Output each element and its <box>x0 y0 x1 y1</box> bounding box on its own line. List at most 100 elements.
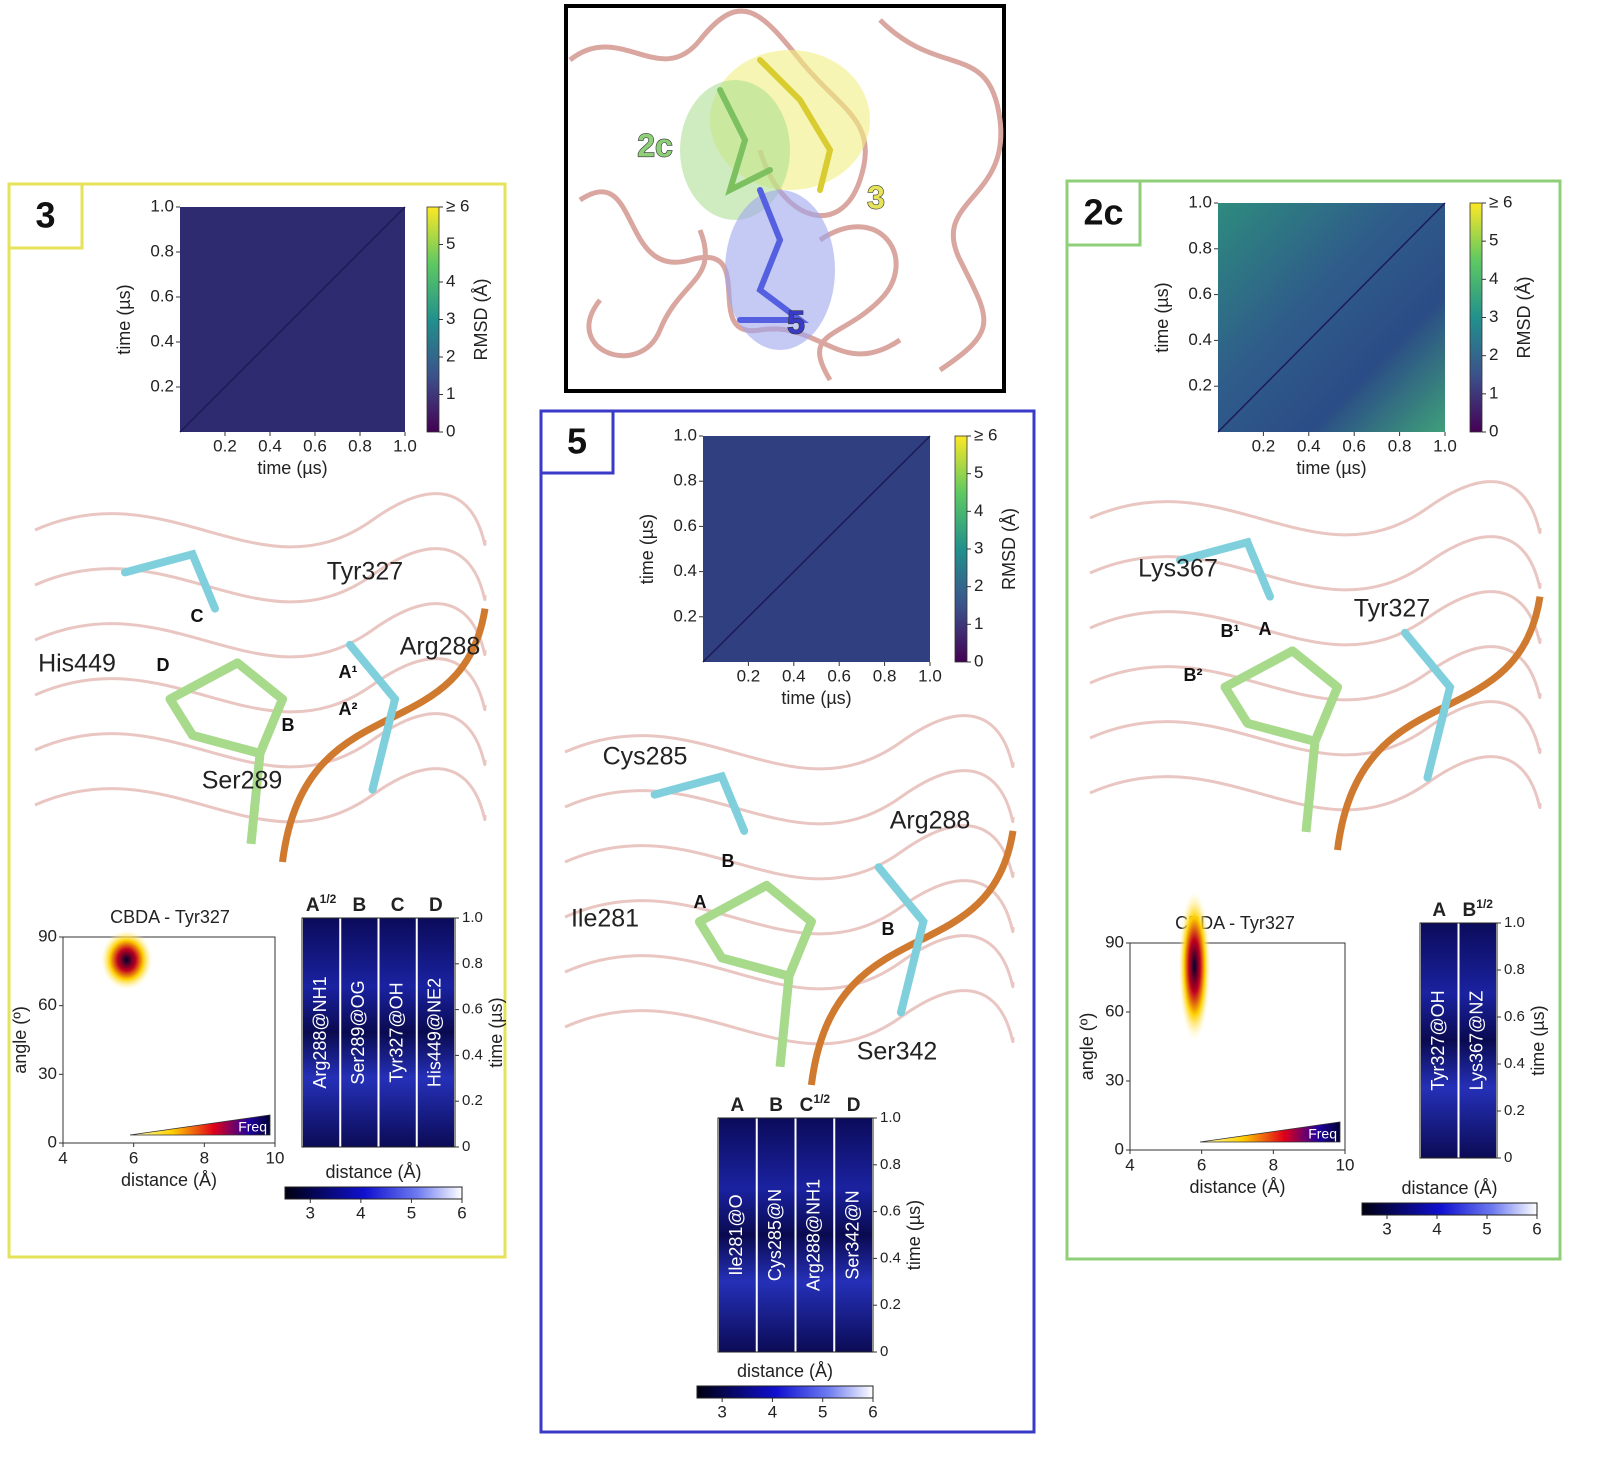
y-axis-label: angle (º) <box>10 1006 30 1074</box>
x-tick-label: 10 <box>266 1148 285 1167</box>
contact-column-label: Tyr327@OH <box>1428 990 1448 1090</box>
colorbar-tick-label: 5 <box>446 234 455 253</box>
contact-header: A <box>1432 900 1446 921</box>
protein-ribbon <box>34 712 487 769</box>
residue-label: Cys285 <box>603 743 688 771</box>
y-tick-label: 1.0 <box>880 1109 901 1126</box>
colorbar-tick-label: 0 <box>974 651 983 670</box>
contact-column <box>757 1118 795 1352</box>
protein-ribbon <box>34 547 487 604</box>
y-axis-label: time (µs) <box>637 514 657 584</box>
y-tick-label: 0.8 <box>1188 238 1212 257</box>
colorbar-tick-label: 3 <box>974 538 983 557</box>
contact-header-text: D <box>847 1095 861 1116</box>
contact-column <box>1421 923 1458 1158</box>
protein-ribbon <box>564 989 1015 1046</box>
structure-image <box>564 714 1017 1086</box>
contact-label: B² <box>1184 665 1203 685</box>
y-tick-label: 0.2 <box>150 376 174 395</box>
x-axis-label: distance (Å) <box>121 1170 217 1190</box>
x-tick-label: 10 <box>1336 1155 1355 1174</box>
contact-label: B <box>722 851 735 871</box>
colorbar-tick-label: 3 <box>717 1402 726 1421</box>
colorbar-tick-label: ≥ 6 <box>446 196 470 215</box>
protein-ribbon <box>1089 755 1542 812</box>
y-tick-label: 0.6 <box>673 516 697 535</box>
protein-ribbon <box>1089 700 1542 757</box>
contact-header-sup: 1/2 <box>320 892 337 906</box>
y-tick-label: 0.8 <box>880 1156 901 1173</box>
y-tick-label: 0.4 <box>150 331 174 350</box>
x-tick-label: 0.6 <box>1342 436 1366 455</box>
protein-ribbon <box>564 879 1015 936</box>
frequency-legend <box>129 1114 271 1136</box>
y-tick-label: 60 <box>1105 1001 1124 1020</box>
colorbar-tick-label: 3 <box>306 1203 315 1222</box>
colorbar-tick-label: 3 <box>1489 307 1498 326</box>
protein-ribbon <box>34 657 487 714</box>
colorbar-label: RMSD (Å) <box>471 279 491 361</box>
contact-column-label: Lys367@NZ <box>1467 991 1487 1091</box>
panel-label: 5 <box>567 421 587 462</box>
residue-label: Lys367 <box>1138 555 1218 583</box>
contact-header: D <box>429 895 443 916</box>
x-axis-label: time (µs) <box>781 688 851 708</box>
y-tick-label: 0.2 <box>880 1296 901 1313</box>
ligand-sticks <box>717 57 834 323</box>
contact-column <box>341 918 378 1147</box>
colorbar-tick-label: 6 <box>1532 1219 1541 1238</box>
panel-label: 3 <box>35 195 55 236</box>
x-tick-label: 0.6 <box>827 666 851 685</box>
y-tick-label: 0.6 <box>1188 284 1212 303</box>
colorbar-tick-label: 4 <box>974 501 983 520</box>
contact-column-label: His449@NE2 <box>425 978 445 1087</box>
overview <box>564 4 1006 393</box>
colorbar-label: RMSD (Å) <box>999 508 1019 590</box>
colorbar-tick-label: 4 <box>768 1402 777 1421</box>
y-tick-label: 90 <box>1105 932 1124 951</box>
y-tick-label: 90 <box>38 926 57 945</box>
y-tick-label: 0 <box>1504 1149 1512 1166</box>
ligand <box>165 658 287 845</box>
y-tick-label: 0.4 <box>1188 330 1212 349</box>
contact-column-label: Ser342@N <box>842 1190 862 1279</box>
x-tick-label: 0.2 <box>213 436 237 455</box>
y-tick-label: 0.6 <box>880 1203 901 1220</box>
y-axis-label: time (µs) <box>1152 282 1172 352</box>
x-tick-label: 0.8 <box>873 666 897 685</box>
colorbar-tick-label: 5 <box>407 1203 416 1222</box>
x-tick-label: 0.8 <box>1388 436 1412 455</box>
residue-label: Ser342 <box>857 1038 938 1066</box>
x-tick-label: 0.6 <box>303 436 327 455</box>
contact-label: A¹ <box>339 662 358 682</box>
heatmap-diagonal <box>1217 202 1446 433</box>
protein-ribbon <box>1089 590 1542 647</box>
contact-column <box>1459 923 1496 1158</box>
protein-ribbon <box>34 767 487 824</box>
x-tick-label: 1.0 <box>1433 436 1457 455</box>
contact-label: C <box>191 606 204 626</box>
ligand-label: 5 <box>787 304 805 340</box>
contact-column <box>417 918 454 1147</box>
ligand <box>1220 646 1342 833</box>
residue-label: Ser289 <box>202 767 283 795</box>
contact-header: C <box>391 895 405 916</box>
protein-ribbon <box>564 714 1015 771</box>
y-tick-label: 1.0 <box>1504 914 1525 931</box>
y-tick-label: 0 <box>880 1343 888 1360</box>
colorbar <box>426 206 440 433</box>
contact-header-text: D <box>429 895 443 916</box>
residue-label: Arg288 <box>890 807 971 835</box>
y-axis-label: time (µs) <box>904 1200 924 1270</box>
x-tick-label: 8 <box>200 1148 209 1167</box>
contact-header-text: A <box>1432 900 1446 921</box>
colorbar-tick-label: 2 <box>1489 345 1498 364</box>
ligand-surface <box>725 190 835 350</box>
y-tick-label: 0.2 <box>673 606 697 625</box>
histogram-plot <box>62 936 276 1144</box>
contact-label: B <box>282 715 295 735</box>
residue-label: Tyr327 <box>1354 595 1430 623</box>
heatmap-diagonal <box>179 206 406 433</box>
colorbar-tick-label: 5 <box>974 463 983 482</box>
colorbar <box>1361 1202 1538 1216</box>
